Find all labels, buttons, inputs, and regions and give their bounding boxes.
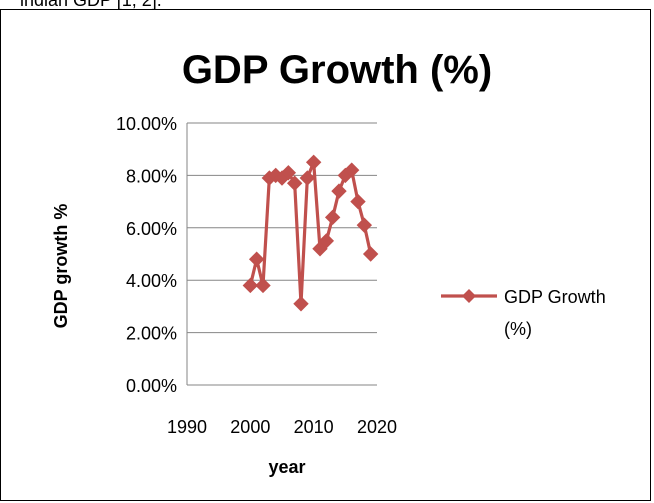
chart-title: GDP Growth (%): [182, 48, 492, 92]
chart-canvas: GDP Growth (%) 0.00% 2.00% 4.00% 6.00% 8.00%…: [51, 48, 606, 477]
axes: [186, 123, 377, 386]
grid-lines: [187, 122, 377, 334]
plot-area: [242, 154, 379, 312]
data-point: [350, 193, 366, 210]
legend-marker: [462, 289, 476, 303]
x-axis-title: year: [268, 457, 305, 477]
chart-frame: GDP Growth (%) 0.00% 2.00% 4.00% 6.00% 8.00%…: [0, 9, 651, 501]
legend-label: (%): [504, 319, 532, 339]
data-point: [318, 233, 335, 249]
x-tick-label: 1990: [167, 417, 207, 437]
x-tick-label: 2000: [230, 417, 270, 437]
legend: GDP Growth (%): [441, 287, 606, 339]
data-point: [356, 217, 373, 233]
data-point: [293, 296, 309, 312]
data-point: [280, 165, 297, 181]
data-point: [331, 183, 347, 199]
y-tick-label: 2.00%: [126, 324, 177, 344]
data-point: [362, 246, 379, 262]
data-point: [343, 162, 360, 178]
x-tick-labels: 1990 2000 2010 2020: [167, 417, 397, 437]
y-axis-title: GDP growth %: [51, 204, 71, 329]
data-point: [324, 209, 341, 226]
data-point: [305, 154, 322, 171]
x-tick-label: 2020: [357, 417, 397, 437]
y-tick-label: 4.00%: [126, 271, 177, 291]
x-tick-label: 2010: [294, 417, 334, 437]
y-tick-labels: 0.00% 2.00% 4.00% 6.00% 8.00% 10.00%: [116, 114, 177, 396]
y-tick-label: 10.00%: [116, 114, 177, 134]
data-point: [299, 170, 316, 186]
y-tick-label: 0.00%: [126, 376, 177, 396]
data-point: [248, 251, 265, 267]
y-tick-label: 6.00%: [126, 219, 177, 239]
legend-label: GDP Growth: [504, 287, 606, 307]
top-caption: indian GDP [1, 2].: [20, 0, 162, 10]
data-point: [242, 277, 259, 294]
y-tick-label: 8.00%: [126, 166, 177, 186]
data-point: [286, 175, 303, 191]
data-point: [255, 277, 271, 294]
